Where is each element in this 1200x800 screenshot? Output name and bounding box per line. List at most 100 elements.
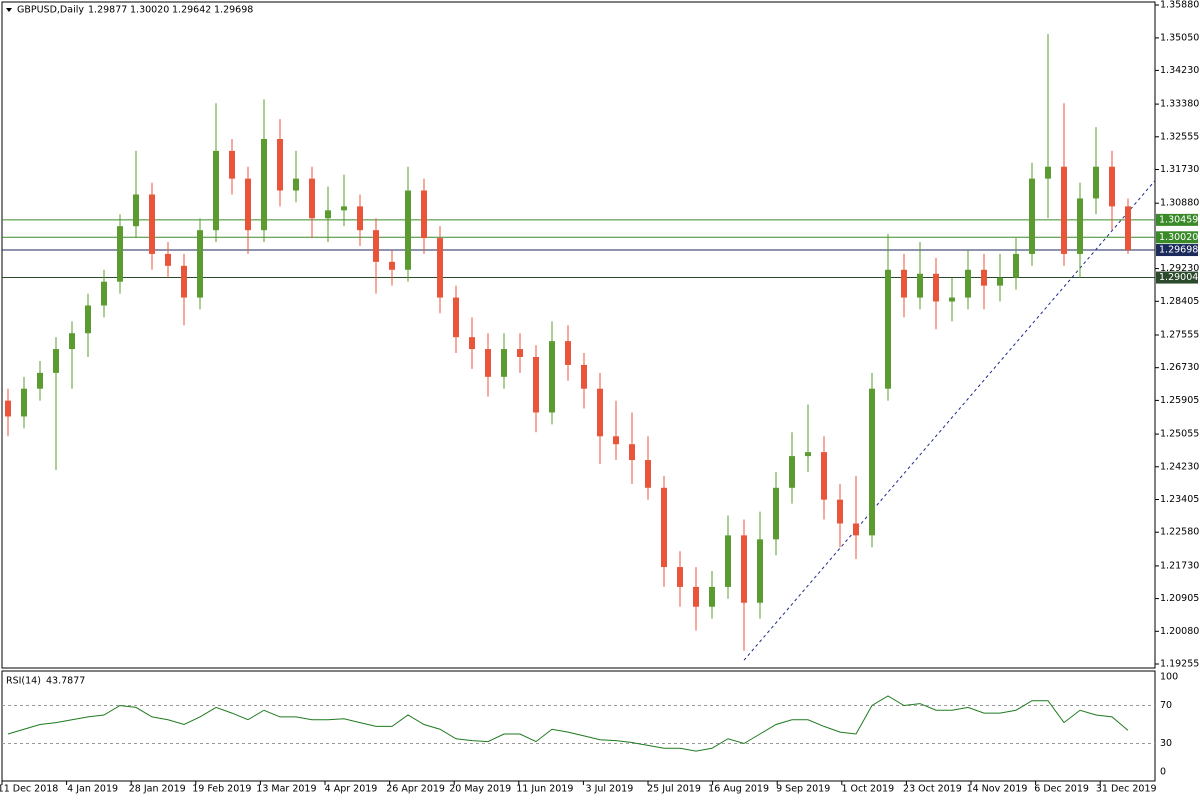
candle-body [453, 297, 459, 338]
candle-body [309, 178, 315, 219]
candle-body [469, 337, 475, 350]
candle-body [533, 356, 539, 413]
candle-body [661, 487, 667, 568]
y-tick-label: 1.20080 [1160, 626, 1199, 637]
candle-body [917, 273, 923, 298]
rsi-value: 43.7877 [46, 676, 85, 687]
level-label: 1.29698 [1159, 245, 1198, 256]
rsi-tick-label: 70 [1160, 700, 1172, 711]
y-tick-label: 1.30880 [1160, 198, 1199, 209]
candle-body [117, 226, 123, 282]
candle-body [1029, 178, 1035, 254]
candle-body [997, 277, 1003, 286]
x-tick-label: 4 Apr 2019 [325, 784, 378, 795]
level-tag [1156, 231, 1198, 244]
candle-body [213, 150, 219, 231]
y-tick-label: 1.35880 [1160, 0, 1199, 11]
y-tick-label: 1.35050 [1160, 32, 1199, 43]
x-tick-label: 20 May 2019 [449, 784, 511, 795]
x-tick-label: 3 Jul 2019 [586, 784, 634, 795]
y-tick-label: 1.25905 [1160, 395, 1199, 406]
x-tick-label: 19 Feb 2019 [192, 784, 251, 795]
candle-body [293, 178, 299, 191]
menu-arrow[interactable] [6, 8, 12, 12]
x-tick-label: 6 Dec 2019 [1034, 784, 1089, 795]
candle-body [197, 230, 203, 298]
x-tick-label: 13 Mar 2019 [256, 784, 316, 795]
y-tick-label: 1.34230 [1160, 65, 1199, 76]
level-label: 1.29004 [1159, 272, 1198, 283]
symbol: GBPUSD,Daily [17, 5, 84, 16]
candle-body [965, 269, 971, 298]
y-tick-label: 1.28405 [1160, 296, 1199, 307]
candle-body [629, 444, 635, 461]
candle-body [357, 206, 363, 231]
candle-body [1077, 198, 1083, 254]
candle-body [773, 487, 779, 540]
quote-value: 1.29877 [88, 5, 127, 16]
price-panel [1, 1, 1156, 669]
x-tick-label: 26 Apr 2019 [386, 784, 445, 795]
candle-body [709, 586, 715, 607]
candle-body [613, 436, 619, 445]
candle-body [53, 349, 59, 373]
y-tick-label: 1.27555 [1160, 329, 1199, 340]
candle-body [677, 567, 683, 587]
rsi-label: RSI(14) [6, 676, 41, 687]
level-label: 1.30020 [1159, 232, 1198, 243]
candle-body [549, 341, 555, 413]
level-label: 1.30459 [1159, 214, 1198, 225]
candle-body [885, 269, 891, 389]
y-tick-label: 1.23405 [1160, 494, 1199, 505]
candle-body [277, 138, 283, 191]
candle-body [389, 261, 395, 270]
candle-body [949, 297, 955, 302]
x-tick-label: 1 Oct 2019 [841, 784, 894, 795]
candle-body [421, 190, 427, 239]
quote-value: 1.29642 [172, 5, 211, 16]
y-tick-label: 1.31730 [1160, 164, 1199, 175]
level-tag [1156, 271, 1198, 284]
candle-body [37, 372, 43, 389]
candle-body [869, 388, 875, 536]
rsi-tick-label: 100 [1160, 672, 1178, 683]
candle-body [101, 281, 107, 306]
candle-body [725, 535, 731, 587]
candle-body [837, 499, 843, 524]
y-tick-label: 1.33380 [1160, 99, 1199, 110]
candle-body [789, 456, 795, 488]
candle-body [1045, 166, 1051, 179]
quote-value: 1.30020 [130, 5, 169, 16]
candle-body [21, 388, 27, 417]
rsi-panel [1, 670, 1156, 782]
candle-body [597, 388, 603, 437]
candle-body [517, 349, 523, 357]
y-tick-label: 1.32555 [1160, 131, 1199, 142]
candle-body [581, 364, 587, 389]
candle-body [1125, 206, 1131, 250]
candle-body [693, 586, 699, 607]
candle-body [805, 452, 811, 457]
candle-body [5, 400, 11, 417]
y-tick-label: 1.25055 [1160, 429, 1199, 440]
candle-body [565, 341, 571, 365]
candle-body [437, 238, 443, 298]
candle-body [645, 460, 651, 488]
candle-body [261, 138, 267, 231]
x-tick-label: 28 Jan 2019 [129, 784, 186, 795]
x-tick-label: 11 Dec 2018 [0, 784, 58, 795]
candle-body [853, 523, 859, 536]
level-tag [1156, 244, 1198, 257]
rsi-tick-label: 30 [1160, 738, 1172, 749]
candle-body [405, 190, 411, 270]
rsi-tick-label: 0 [1160, 767, 1166, 778]
candle-body [1109, 166, 1115, 207]
candle-body [757, 539, 763, 603]
candle-body [501, 349, 507, 377]
candle-body [341, 206, 347, 211]
candle-body [821, 452, 827, 500]
candle-body [1093, 166, 1099, 199]
level-tag [1156, 213, 1198, 226]
